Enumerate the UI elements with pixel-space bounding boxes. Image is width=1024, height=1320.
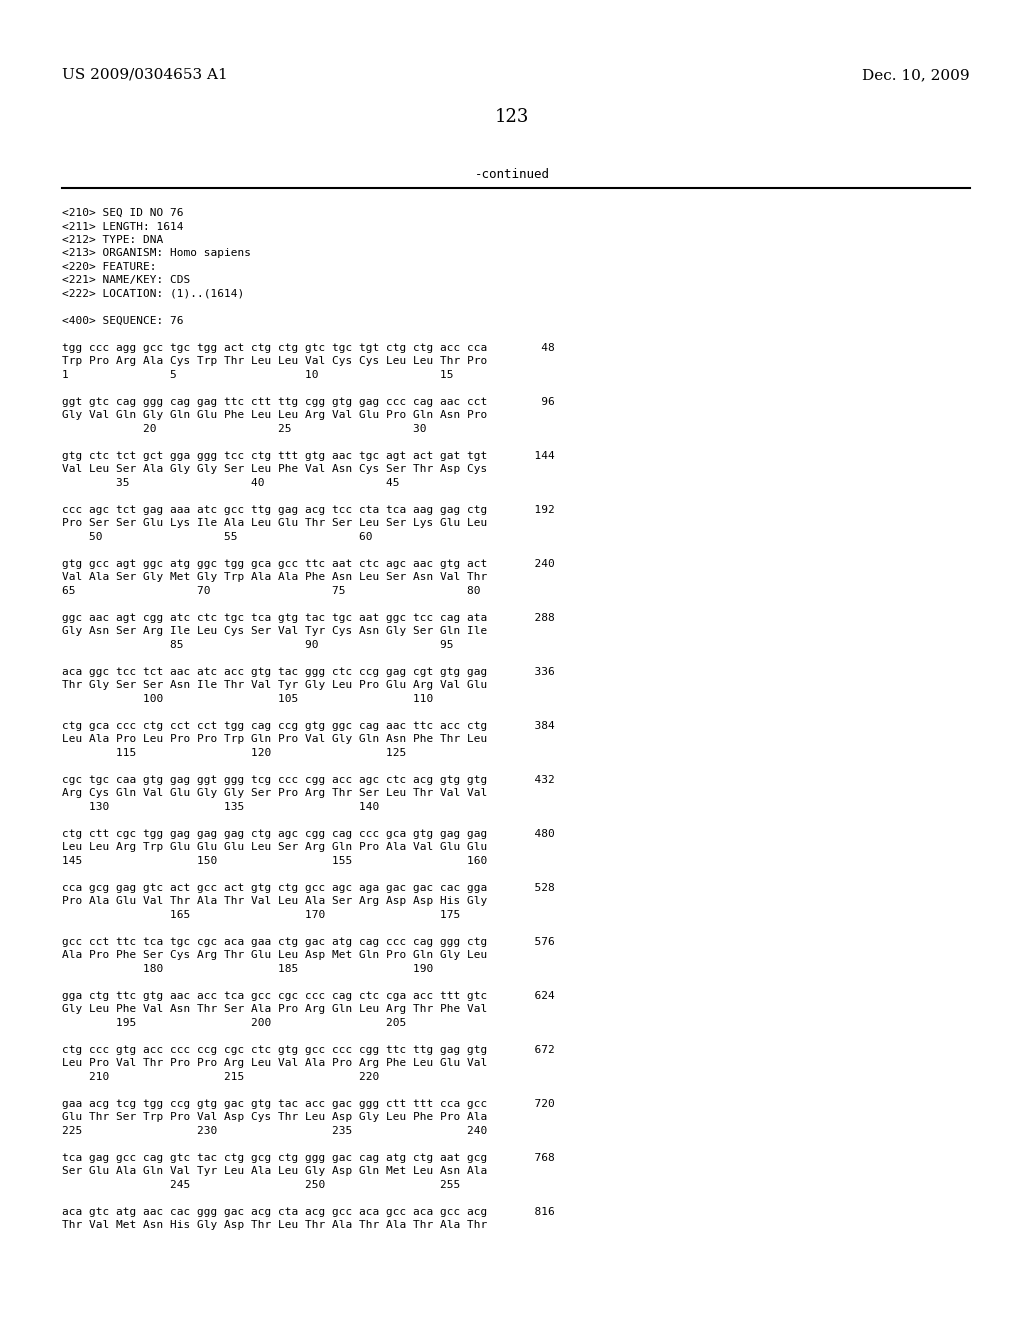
Text: Pro Ser Ser Glu Lys Ile Ala Leu Glu Thr Ser Leu Ser Lys Glu Leu: Pro Ser Ser Glu Lys Ile Ala Leu Glu Thr …: [62, 519, 487, 528]
Text: Gly Asn Ser Arg Ile Leu Cys Ser Val Tyr Cys Asn Gly Ser Gln Ile: Gly Asn Ser Arg Ile Leu Cys Ser Val Tyr …: [62, 627, 487, 636]
Text: 180                 185                 190: 180 185 190: [62, 964, 433, 974]
Text: Thr Val Met Asn His Gly Asp Thr Leu Thr Ala Thr Ala Thr Ala Thr: Thr Val Met Asn His Gly Asp Thr Leu Thr …: [62, 1221, 487, 1230]
Text: cca gcg gag gtc act gcc act gtg ctg gcc agc aga gac gac cac gga       528: cca gcg gag gtc act gcc act gtg ctg gcc …: [62, 883, 555, 894]
Text: ggc aac agt cgg atc ctc tgc tca gtg tac tgc aat ggc tcc cag ata       288: ggc aac agt cgg atc ctc tgc tca gtg tac …: [62, 612, 555, 623]
Text: Pro Ala Glu Val Thr Ala Thr Val Leu Ala Ser Arg Asp Asp His Gly: Pro Ala Glu Val Thr Ala Thr Val Leu Ala …: [62, 896, 487, 907]
Text: 245                 250                 255: 245 250 255: [62, 1180, 460, 1191]
Text: Thr Gly Ser Ser Asn Ile Thr Val Tyr Gly Leu Pro Glu Arg Val Glu: Thr Gly Ser Ser Asn Ile Thr Val Tyr Gly …: [62, 681, 487, 690]
Text: Trp Pro Arg Ala Cys Trp Thr Leu Leu Val Cys Cys Leu Leu Thr Pro: Trp Pro Arg Ala Cys Trp Thr Leu Leu Val …: [62, 356, 487, 367]
Text: Glu Thr Ser Trp Pro Val Asp Cys Thr Leu Asp Gly Leu Phe Pro Ala: Glu Thr Ser Trp Pro Val Asp Cys Thr Leu …: [62, 1113, 487, 1122]
Text: <222> LOCATION: (1)..(1614): <222> LOCATION: (1)..(1614): [62, 289, 245, 300]
Text: Ala Pro Phe Ser Cys Arg Thr Glu Leu Asp Met Gln Pro Gln Gly Leu: Ala Pro Phe Ser Cys Arg Thr Glu Leu Asp …: [62, 950, 487, 961]
Text: ctg ctt cgc tgg gag gag gag ctg agc cgg cag ccc gca gtg gag gag       480: ctg ctt cgc tgg gag gag gag ctg agc cgg …: [62, 829, 555, 840]
Text: aca gtc atg aac cac ggg gac acg cta acg gcc aca gcc aca gcc acg       816: aca gtc atg aac cac ggg gac acg cta acg …: [62, 1206, 555, 1217]
Text: 130                 135                 140: 130 135 140: [62, 803, 379, 812]
Text: 20                  25                  30: 20 25 30: [62, 424, 427, 434]
Text: Val Leu Ser Ala Gly Gly Ser Leu Phe Val Asn Cys Ser Thr Asp Cys: Val Leu Ser Ala Gly Gly Ser Leu Phe Val …: [62, 465, 487, 474]
Text: -continued: -continued: [474, 168, 550, 181]
Text: 35                  40                  45: 35 40 45: [62, 478, 399, 488]
Text: Leu Leu Arg Trp Glu Glu Glu Leu Ser Arg Gln Pro Ala Val Glu Glu: Leu Leu Arg Trp Glu Glu Glu Leu Ser Arg …: [62, 842, 487, 853]
Text: Leu Pro Val Thr Pro Pro Arg Leu Val Ala Pro Arg Phe Leu Glu Val: Leu Pro Val Thr Pro Pro Arg Leu Val Ala …: [62, 1059, 487, 1068]
Text: gtg ctc tct gct gga ggg tcc ctg ttt gtg aac tgc agt act gat tgt       144: gtg ctc tct gct gga ggg tcc ctg ttt gtg …: [62, 451, 555, 461]
Text: <212> TYPE: DNA: <212> TYPE: DNA: [62, 235, 163, 246]
Text: 50                  55                  60: 50 55 60: [62, 532, 373, 543]
Text: gga ctg ttc gtg aac acc tca gcc cgc ccc cag ctc cga acc ttt gtc       624: gga ctg ttc gtg aac acc tca gcc cgc ccc …: [62, 991, 555, 1001]
Text: gaa acg tcg tgg ccg gtg gac gtg tac acc gac ggg ctt ttt cca gcc       720: gaa acg tcg tgg ccg gtg gac gtg tac acc …: [62, 1100, 555, 1109]
Text: <220> FEATURE:: <220> FEATURE:: [62, 261, 157, 272]
Text: 210                 215                 220: 210 215 220: [62, 1072, 379, 1082]
Text: Gly Val Gln Gly Gln Glu Phe Leu Leu Arg Val Glu Pro Gln Asn Pro: Gly Val Gln Gly Gln Glu Phe Leu Leu Arg …: [62, 411, 487, 421]
Text: 85                  90                  95: 85 90 95: [62, 640, 454, 649]
Text: <221> NAME/KEY: CDS: <221> NAME/KEY: CDS: [62, 276, 190, 285]
Text: 123: 123: [495, 108, 529, 125]
Text: tgg ccc agg gcc tgc tgg act ctg ctg gtc tgc tgt ctg ctg acc cca        48: tgg ccc agg gcc tgc tgg act ctg ctg gtc …: [62, 343, 555, 352]
Text: 165                 170                 175: 165 170 175: [62, 909, 460, 920]
Text: Leu Ala Pro Leu Pro Pro Trp Gln Pro Val Gly Gln Asn Phe Thr Leu: Leu Ala Pro Leu Pro Pro Trp Gln Pro Val …: [62, 734, 487, 744]
Text: gcc cct ttc tca tgc cgc aca gaa ctg gac atg cag ccc cag ggg ctg       576: gcc cct ttc tca tgc cgc aca gaa ctg gac …: [62, 937, 555, 946]
Text: <400> SEQUENCE: 76: <400> SEQUENCE: 76: [62, 315, 183, 326]
Text: 145                 150                 155                 160: 145 150 155 160: [62, 855, 487, 866]
Text: ccc agc tct gag aaa atc gcc ttg gag acg tcc cta tca aag gag ctg       192: ccc agc tct gag aaa atc gcc ttg gag acg …: [62, 506, 555, 515]
Text: ctg gca ccc ctg cct cct tgg cag ccg gtg ggc cag aac ttc acc ctg       384: ctg gca ccc ctg cct cct tgg cag ccg gtg …: [62, 721, 555, 731]
Text: <211> LENGTH: 1614: <211> LENGTH: 1614: [62, 222, 183, 231]
Text: cgc tgc caa gtg gag ggt ggg tcg ccc cgg acc agc ctc acg gtg gtg       432: cgc tgc caa gtg gag ggt ggg tcg ccc cgg …: [62, 775, 555, 785]
Text: Ser Glu Ala Gln Val Tyr Leu Ala Leu Gly Asp Gln Met Leu Asn Ala: Ser Glu Ala Gln Val Tyr Leu Ala Leu Gly …: [62, 1167, 487, 1176]
Text: ggt gtc cag ggg cag gag ttc ctt ttg cgg gtg gag ccc cag aac cct        96: ggt gtc cag ggg cag gag ttc ctt ttg cgg …: [62, 397, 555, 407]
Text: US 2009/0304653 A1: US 2009/0304653 A1: [62, 69, 227, 82]
Text: <213> ORGANISM: Homo sapiens: <213> ORGANISM: Homo sapiens: [62, 248, 251, 259]
Text: gtg gcc agt ggc atg ggc tgg gca gcc ttc aat ctc agc aac gtg act       240: gtg gcc agt ggc atg ggc tgg gca gcc ttc …: [62, 558, 555, 569]
Text: 100                 105                 110: 100 105 110: [62, 694, 433, 704]
Text: Gly Leu Phe Val Asn Thr Ser Ala Pro Arg Gln Leu Arg Thr Phe Val: Gly Leu Phe Val Asn Thr Ser Ala Pro Arg …: [62, 1005, 487, 1015]
Text: <210> SEQ ID NO 76: <210> SEQ ID NO 76: [62, 209, 183, 218]
Text: Val Ala Ser Gly Met Gly Trp Ala Ala Phe Asn Leu Ser Asn Val Thr: Val Ala Ser Gly Met Gly Trp Ala Ala Phe …: [62, 573, 487, 582]
Text: 115                 120                 125: 115 120 125: [62, 748, 407, 758]
Text: 1               5                   10                  15: 1 5 10 15: [62, 370, 454, 380]
Text: tca gag gcc cag gtc tac ctg gcg ctg ggg gac cag atg ctg aat gcg       768: tca gag gcc cag gtc tac ctg gcg ctg ggg …: [62, 1152, 555, 1163]
Text: 225                 230                 235                 240: 225 230 235 240: [62, 1126, 487, 1137]
Text: Arg Cys Gln Val Glu Gly Gly Ser Pro Arg Thr Ser Leu Thr Val Val: Arg Cys Gln Val Glu Gly Gly Ser Pro Arg …: [62, 788, 487, 799]
Text: Dec. 10, 2009: Dec. 10, 2009: [862, 69, 970, 82]
Text: 65                  70                  75                  80: 65 70 75 80: [62, 586, 480, 597]
Text: 195                 200                 205: 195 200 205: [62, 1018, 407, 1028]
Text: ctg ccc gtg acc ccc ccg cgc ctc gtg gcc ccc cgg ttc ttg gag gtg       672: ctg ccc gtg acc ccc ccg cgc ctc gtg gcc …: [62, 1045, 555, 1055]
Text: aca ggc tcc tct aac atc acc gtg tac ggg ctc ccg gag cgt gtg gag       336: aca ggc tcc tct aac atc acc gtg tac ggg …: [62, 667, 555, 677]
